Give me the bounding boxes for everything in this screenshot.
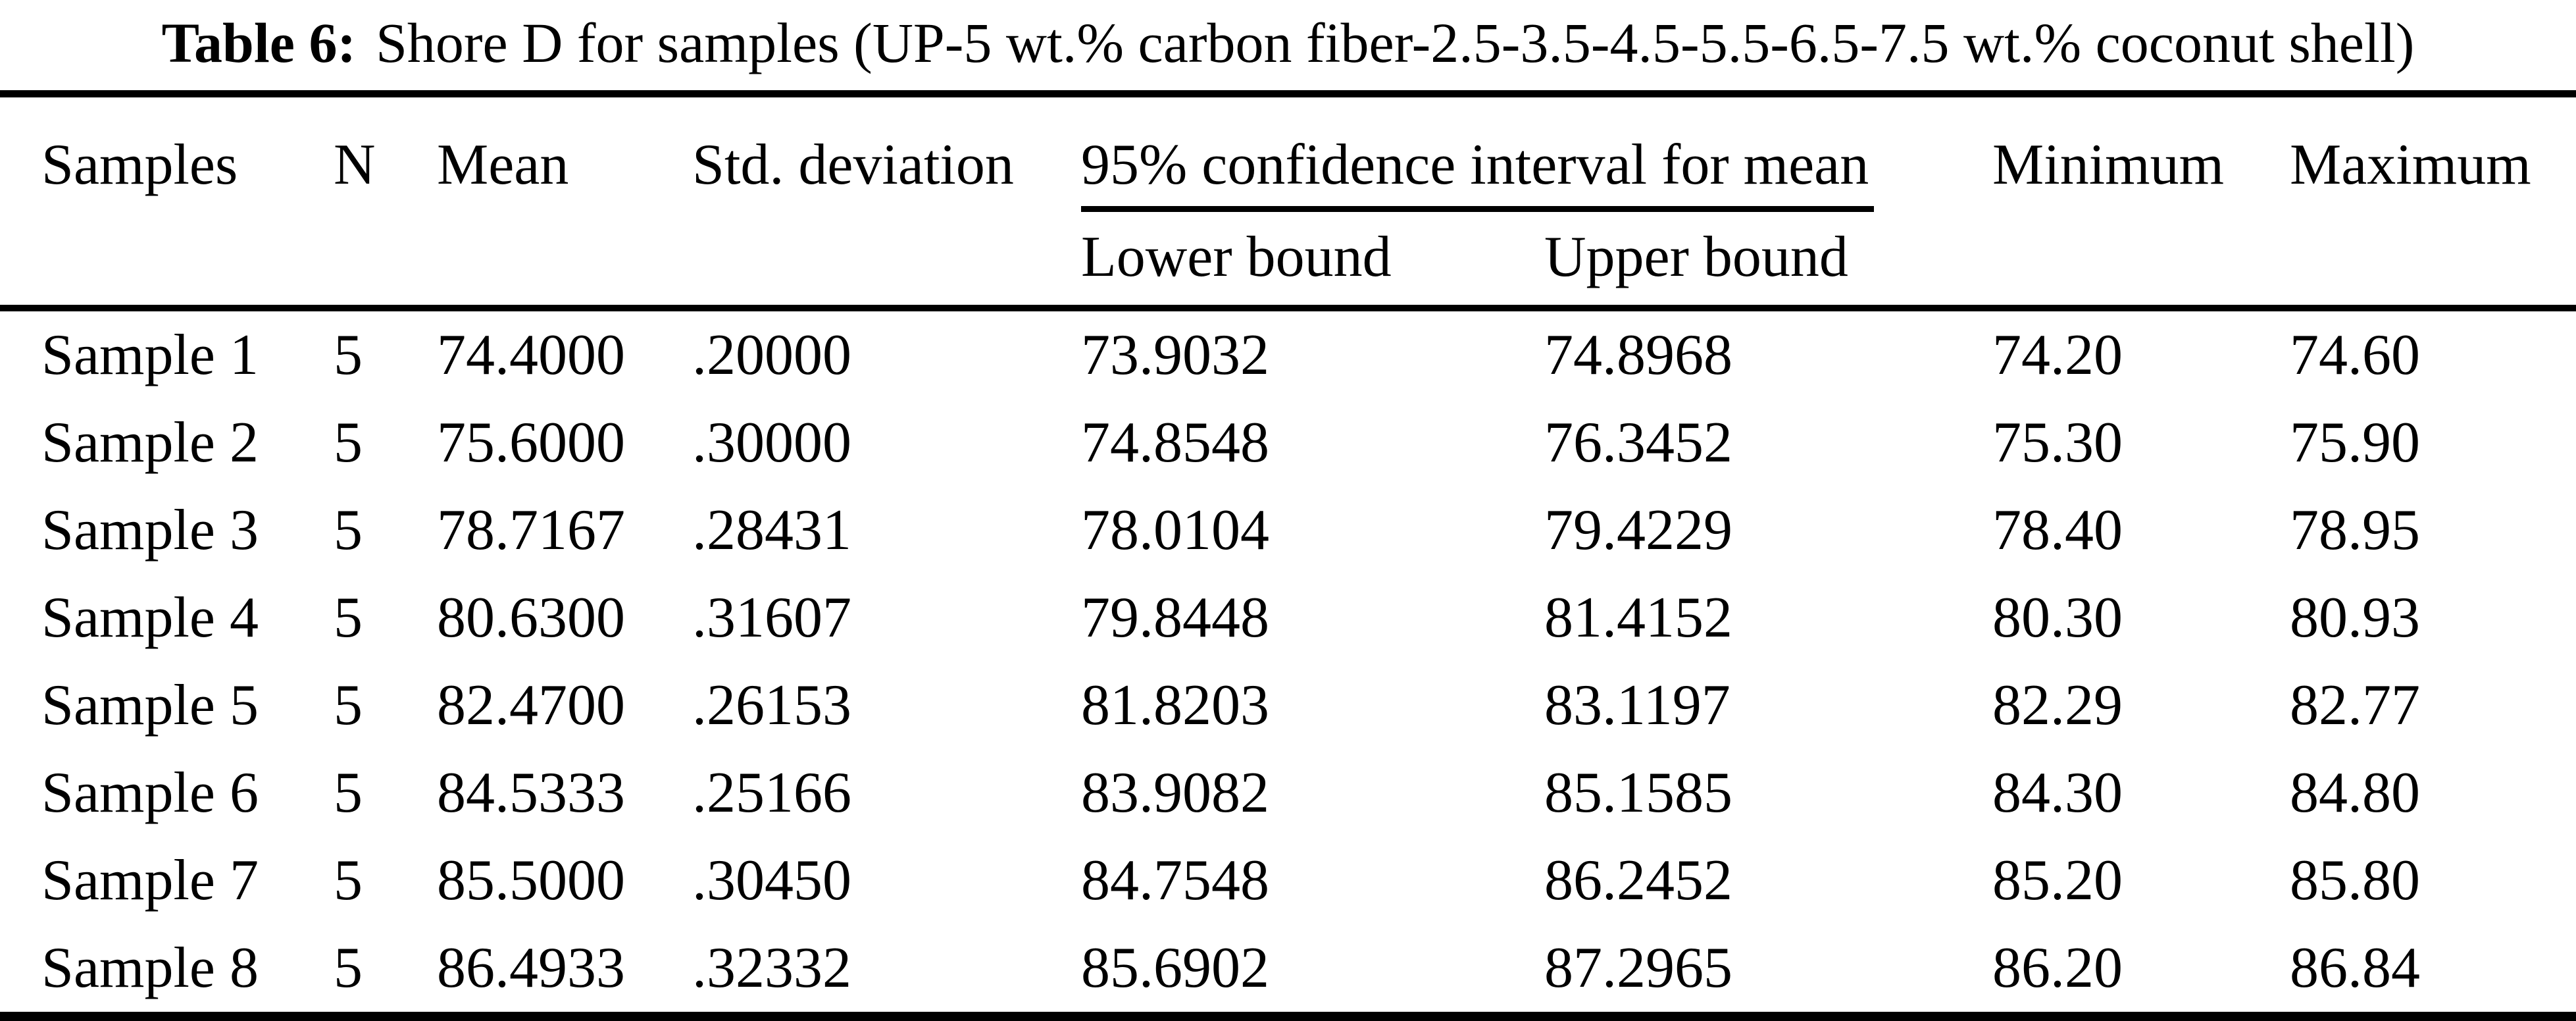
cell-mean: 85.5000: [437, 849, 625, 913]
cell-upper-bound: 74.8968: [1544, 305, 1992, 400]
cell-std-deviation: .28431: [692, 498, 851, 563]
cell-sample: Sample 4: [41, 586, 259, 650]
table-body: Sample 1 5 74.4000 .20000 73.9032 74.896…: [0, 305, 2576, 1016]
table-caption-label: Table 6:: [161, 11, 357, 74]
header-spacer: [1992, 212, 2290, 308]
cell-mean: 84.5333: [437, 761, 625, 825]
cell-minimum: 82.29: [1992, 673, 2123, 738]
col-header-samples: Samples: [41, 133, 238, 197]
cell-upper-bound: 83.1197: [1544, 673, 1730, 738]
col-header-std-deviation: Std. deviation: [692, 133, 1014, 197]
cell-std-deviation: .25166: [692, 761, 851, 825]
cell-n: 5: [334, 761, 363, 825]
header-spacer: [692, 212, 1081, 308]
table-row-sample-8: Sample 8 5 86.4933 .32332 85.6902 87.296…: [0, 924, 2576, 1016]
cell-n: 5: [334, 849, 363, 913]
cell-sample: Sample 7: [41, 849, 259, 913]
cell-n: 5: [334, 498, 363, 563]
cell-minimum: 85.20: [1992, 849, 2123, 913]
cell-sample: Sample 2: [41, 411, 259, 475]
cell-n: 5: [334, 936, 363, 1001]
col-header-ci-group: 95% confidence interval for mean: [1081, 94, 1992, 213]
cell-mean: 74.4000: [437, 305, 692, 400]
cell-minimum: 78.40: [1992, 498, 2123, 563]
cell-lower-bound: 84.7548: [1081, 849, 1269, 913]
table-row-sample-1: Sample 1 5 74.4000 .20000 73.9032 74.896…: [0, 305, 2576, 400]
col-header-maximum: Maximum: [2290, 133, 2531, 197]
cell-std-deviation: .30000: [692, 411, 851, 475]
cell-mean: 82.4700: [437, 673, 625, 738]
header-row-main: Samples N Mean Std. deviation 95% confid…: [0, 94, 2576, 213]
col-header-mean: Mean: [437, 133, 569, 197]
col-header-lower-bound: Lower bound: [1081, 225, 1392, 290]
cell-lower-bound: 74.8548: [1081, 411, 1269, 475]
col-header-n: N: [334, 133, 376, 197]
cell-lower-bound: 79.8448: [1081, 586, 1269, 650]
header-spacer: [2290, 212, 2576, 308]
cell-upper-bound: 79.4229: [1544, 498, 1732, 563]
cell-n: 5: [334, 305, 437, 400]
table-row-sample-6: Sample 6 5 84.5333 .25166 83.9082 85.158…: [0, 749, 2576, 837]
table-row-sample-4: Sample 4 5 80.6300 .31607 79.8448 81.415…: [0, 574, 2576, 662]
cell-sample: Sample 6: [41, 761, 259, 825]
table-row-sample-2: Sample 2 5 75.6000 .30000 74.8548 76.345…: [0, 399, 2576, 486]
col-header-upper-bound: Upper bound: [1544, 225, 1848, 290]
cell-mean: 86.4933: [437, 936, 625, 1001]
cell-maximum: 80.93: [2290, 586, 2420, 650]
cell-sample: Sample 1: [0, 305, 334, 400]
cell-sample: Sample 5: [41, 673, 259, 738]
header-spacer: [437, 212, 692, 308]
cell-maximum: 75.90: [2290, 411, 2420, 475]
cell-minimum: 86.20: [1992, 936, 2123, 1001]
cell-mean: 75.6000: [437, 411, 625, 475]
cell-maximum: 74.60: [2290, 305, 2576, 400]
table-row-sample-3: Sample 3 5 78.7167 .28431 78.0104 79.422…: [0, 486, 2576, 574]
cell-minimum: 75.30: [1992, 411, 2123, 475]
cell-std-deviation: .20000: [692, 305, 1081, 400]
cell-minimum: 74.20: [1992, 305, 2290, 400]
cell-std-deviation: .30450: [692, 849, 851, 913]
cell-upper-bound: 87.2965: [1544, 936, 1732, 1001]
ci-group-underlined-label: 95% confidence interval for mean: [1081, 132, 1875, 213]
cell-lower-bound: 73.9032: [1081, 305, 1544, 400]
header-spacer: [334, 212, 437, 308]
cell-maximum: 85.80: [2290, 849, 2420, 913]
cell-mean: 78.7167: [437, 498, 625, 563]
cell-n: 5: [334, 411, 363, 475]
cell-maximum: 86.84: [2290, 936, 2420, 1001]
cell-minimum: 80.30: [1992, 586, 2123, 650]
header-row-bounds: Lower bound Upper bound: [0, 212, 2576, 308]
cell-n: 5: [334, 673, 363, 738]
cell-lower-bound: 81.8203: [1081, 673, 1269, 738]
cell-upper-bound: 85.1585: [1544, 761, 1732, 825]
cell-minimum: 84.30: [1992, 761, 2123, 825]
cell-std-deviation: .32332: [692, 936, 851, 1001]
cell-lower-bound: 78.0104: [1081, 498, 1269, 563]
cell-lower-bound: 83.9082: [1081, 761, 1269, 825]
cell-maximum: 82.77: [2290, 673, 2420, 738]
header-spacer: [0, 212, 334, 308]
col-header-minimum: Minimum: [1992, 133, 2225, 197]
cell-sample: Sample 3: [41, 498, 259, 563]
table-row-sample-5: Sample 5 5 82.4700 .26153 81.8203 83.119…: [0, 662, 2576, 749]
cell-upper-bound: 76.3452: [1544, 411, 1732, 475]
cell-maximum: 78.95: [2290, 498, 2420, 563]
table-caption-text: Shore D for samples (UP-5 wt.% carbon fi…: [376, 11, 2415, 74]
cell-mean: 80.6300: [437, 586, 625, 650]
cell-n: 5: [334, 586, 363, 650]
cell-std-deviation: .26153: [692, 673, 851, 738]
shore-d-stats-table: Samples N Mean Std. deviation 95% confid…: [0, 90, 2576, 1021]
cell-sample: Sample 8: [41, 936, 259, 1001]
cell-std-deviation: .31607: [692, 586, 851, 650]
cell-lower-bound: 85.6902: [1081, 936, 1269, 1001]
cell-upper-bound: 81.4152: [1544, 586, 1732, 650]
table-row-sample-7: Sample 7 5 85.5000 .30450 84.7548 86.245…: [0, 837, 2576, 924]
table-header: Samples N Mean Std. deviation 95% confid…: [0, 94, 2576, 309]
table-caption: Table 6: Shore D for samples (UP-5 wt.% c…: [0, 0, 2576, 77]
cell-maximum: 84.80: [2290, 761, 2420, 825]
cell-upper-bound: 86.2452: [1544, 849, 1732, 913]
